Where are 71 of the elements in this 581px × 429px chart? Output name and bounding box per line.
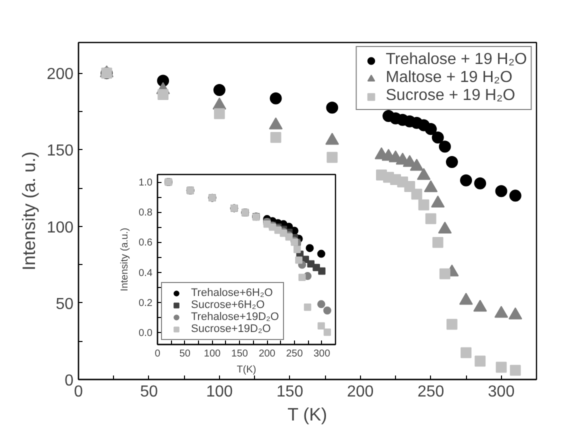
point (446, 156, 458, 168)
point (294, 246, 301, 254)
x-tick-label: 150 (276, 384, 304, 400)
point (298, 274, 306, 282)
x-tick-label: 0 (154, 348, 161, 360)
point (317, 300, 326, 308)
legend-label: Sucrose+19D₂O (191, 323, 271, 335)
point (432, 236, 444, 248)
y-tick-label: 100 (46, 219, 74, 236)
point (496, 362, 507, 373)
point (317, 250, 326, 258)
point (474, 177, 486, 190)
point (495, 185, 508, 198)
point (438, 140, 451, 153)
y-tick-label: 200 (46, 66, 74, 84)
y-tick-label: 50 (56, 296, 74, 313)
y-tick-label: 0.6 (138, 238, 153, 249)
point (509, 190, 522, 202)
point (474, 356, 486, 367)
y-tick-label: 1.0 (138, 178, 153, 189)
legend-label: Maltose + 19 H₂O (386, 69, 512, 87)
point (411, 188, 422, 200)
x-tick-label: 100 (206, 384, 233, 400)
legend-label: Sucrose+6H₂O (191, 299, 265, 311)
point (432, 131, 444, 144)
point (318, 322, 325, 330)
point (324, 328, 331, 336)
x-tick-label: 300 (313, 348, 331, 360)
point (510, 364, 521, 376)
x-tick-label: 50 (179, 348, 191, 360)
point (304, 304, 312, 311)
x-axis-title: T(K) (236, 364, 256, 376)
point (418, 199, 430, 210)
point (214, 108, 225, 120)
y-tick-label: 0.4 (138, 268, 153, 279)
y-tick-label: 0.2 (138, 298, 153, 309)
point (326, 102, 338, 114)
point (323, 306, 332, 314)
y-tick-label: 0.8 (138, 208, 153, 219)
point (439, 268, 450, 280)
point (326, 152, 338, 163)
point (295, 256, 302, 264)
x-tick-label: 200 (258, 348, 276, 360)
point (446, 318, 458, 330)
point (270, 92, 282, 104)
y-axis-title: Intensity (a.u.) (120, 228, 131, 292)
y-tick-label: 150 (46, 142, 74, 160)
x-tick-label: 100 (204, 348, 222, 360)
y-tick-label: 0 (64, 372, 74, 390)
point (306, 244, 314, 252)
legend-label: Trehalose+6H₂O (191, 287, 273, 299)
y-axis-title: Intensity (a. u.) (18, 151, 39, 271)
x-tick-label: 250 (286, 348, 304, 360)
x-tick-label: 300 (488, 384, 515, 400)
point (460, 347, 472, 358)
point (425, 213, 436, 224)
point (213, 84, 226, 96)
point (404, 181, 416, 192)
point (158, 89, 169, 100)
x-tick-label: 150 (231, 348, 248, 360)
point (460, 174, 472, 186)
x-axis-title: T (K) (288, 404, 328, 424)
x-tick-label: 200 (347, 384, 374, 400)
point (318, 267, 326, 275)
x-tick-label: 250 (417, 384, 444, 400)
point (270, 132, 282, 143)
legend-label: Trehalose+19D₂O (191, 311, 279, 323)
y-tick-label: 0.0 (138, 328, 153, 339)
legend-label: Trehalose + 19 H₂O (386, 51, 527, 69)
point (424, 123, 437, 136)
legend-label: Sucrose + 19 H₂O (386, 87, 516, 105)
